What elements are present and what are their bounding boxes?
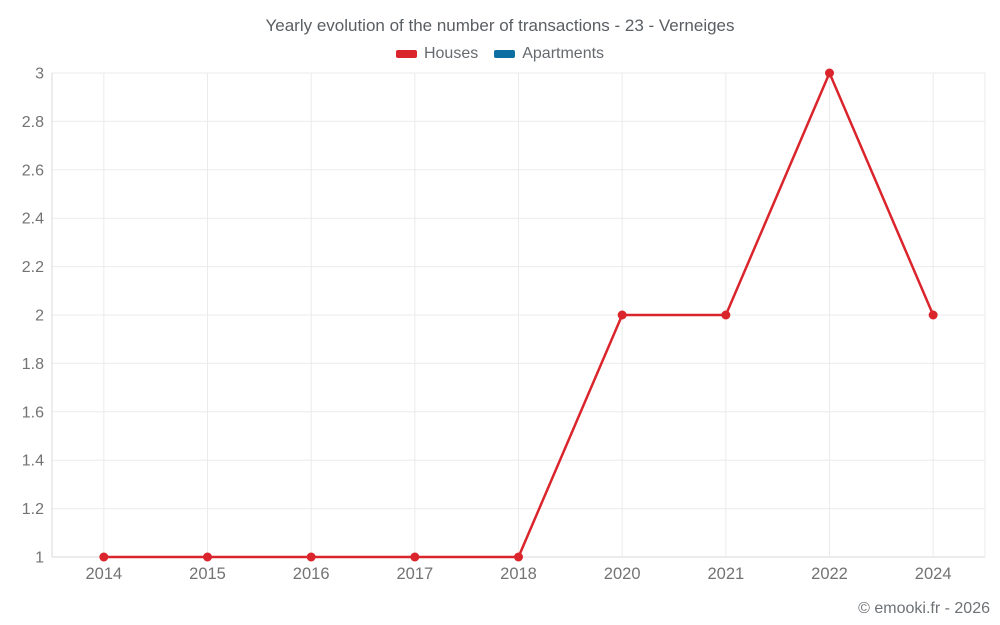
y-tick-label: 3 bbox=[35, 66, 44, 83]
y-tick-label: 2.4 bbox=[22, 211, 44, 228]
x-tick-label: 2016 bbox=[293, 565, 330, 583]
data-point[interactable] bbox=[203, 552, 212, 562]
x-tick-label: 2020 bbox=[604, 565, 641, 583]
data-point[interactable] bbox=[928, 310, 938, 320]
chart-title: Yearly evolution of the number of transa… bbox=[265, 16, 735, 35]
data-point[interactable] bbox=[306, 552, 316, 562]
houses-legend-swatch-icon bbox=[395, 50, 417, 58]
x-tick-label: 2022 bbox=[811, 565, 848, 583]
y-tick-label: 2.2 bbox=[22, 259, 44, 276]
legend-item-houses[interactable]: Houses bbox=[395, 45, 479, 63]
x-tick-label: 2024 bbox=[915, 565, 952, 583]
data-point[interactable] bbox=[617, 310, 627, 320]
data-point[interactable] bbox=[825, 68, 834, 78]
x-tick-label: 2021 bbox=[707, 565, 744, 583]
y-tick-label: 2.6 bbox=[22, 162, 44, 179]
x-tick-label: 2017 bbox=[396, 565, 433, 583]
y-tick-label: 2 bbox=[35, 308, 44, 325]
y-tick-label: 2.8 bbox=[22, 114, 44, 131]
x-tick-label: 2015 bbox=[189, 565, 226, 583]
y-tick-label: 1.6 bbox=[22, 404, 44, 421]
y-tick-label: 1.2 bbox=[22, 501, 44, 518]
data-point[interactable] bbox=[721, 310, 731, 320]
y-tick-label: 1.4 bbox=[22, 453, 44, 470]
legend-item-apartments[interactable]: Apartments bbox=[494, 45, 604, 63]
copyright-credit: © emooki.fr - 2026 bbox=[858, 600, 990, 617]
x-tick-label: 2018 bbox=[500, 565, 537, 583]
data-point[interactable] bbox=[410, 552, 420, 562]
data-point[interactable] bbox=[514, 552, 523, 562]
legend-label-apartments: Apartments bbox=[522, 45, 605, 62]
apartments-legend-swatch-icon bbox=[494, 50, 516, 58]
legend-label-houses: Houses bbox=[423, 45, 479, 62]
y-tick-label: 1.8 bbox=[22, 356, 44, 373]
chart-legend: Houses Apartments bbox=[0, 45, 1000, 63]
x-tick-label: 2014 bbox=[85, 565, 122, 583]
data-point[interactable] bbox=[99, 552, 109, 562]
y-tick-label: 1 bbox=[35, 550, 44, 567]
